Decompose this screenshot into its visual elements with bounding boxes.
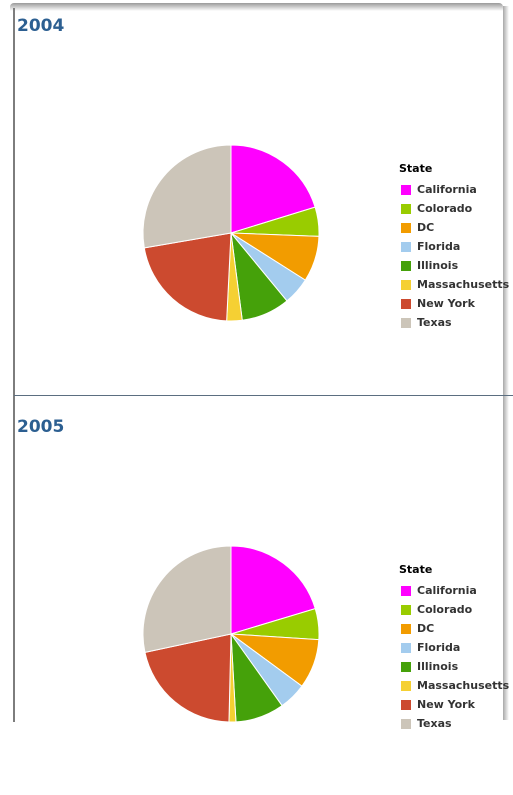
legend-item: Texas	[399, 313, 509, 332]
legend-label: DC	[417, 221, 435, 234]
chart-title: 2005	[17, 417, 65, 437]
pie-slice-new-york	[143, 232, 232, 322]
legend-label: Texas	[417, 316, 452, 329]
page-shadow-right	[503, 6, 509, 720]
legend-item: Colorado	[399, 199, 509, 218]
legend-label: Massachusetts	[417, 278, 510, 291]
legend-label: Illinois	[417, 660, 459, 673]
legend-label: California	[417, 183, 477, 196]
legend-swatch	[401, 699, 411, 710]
legend-swatch	[401, 623, 411, 634]
legend-label: California	[417, 584, 477, 597]
legend-swatch	[401, 222, 411, 233]
legend-swatch	[401, 642, 411, 653]
legend-swatch	[401, 317, 411, 328]
pie-slice-california	[230, 545, 316, 635]
legend-item: Illinois	[399, 657, 509, 676]
legend-swatch	[401, 203, 411, 214]
report-frame: 2004 State California Colorado DC Florida Il…	[10, 3, 513, 730]
legend-item: Colorado	[399, 600, 509, 619]
legend-label: New York	[417, 698, 475, 711]
legend-title: State	[399, 162, 433, 175]
legend-swatch	[401, 585, 411, 596]
chart-legend: State California Colorado DC Florida Illinoi…	[399, 160, 509, 332]
legend-swatch	[401, 298, 411, 309]
legend-swatch	[401, 260, 411, 271]
legend-label: Florida	[417, 240, 461, 253]
legend-label: Massachusetts	[417, 679, 510, 692]
legend-swatch	[401, 241, 411, 252]
legend-item: DC	[399, 619, 509, 638]
chart-legend: State California Colorado DC Florida Illinoi…	[399, 561, 509, 733]
legend-item: DC	[399, 218, 509, 237]
legend-swatch	[401, 184, 411, 195]
pie-slice-new-york	[144, 633, 232, 723]
legend-item: Illinois	[399, 256, 509, 275]
pie-slice-california	[230, 144, 316, 234]
page-left-border	[13, 8, 15, 722]
pie-chart	[142, 545, 320, 723]
legend-label: DC	[417, 622, 435, 635]
chart-title: 2004	[17, 16, 65, 36]
legend-item: New York	[399, 695, 509, 714]
legend-item: Florida	[399, 638, 509, 657]
legend-item: California	[399, 581, 509, 600]
pie-slice-texas	[142, 144, 232, 249]
legend-swatch	[401, 661, 411, 672]
legend-swatch	[401, 279, 411, 290]
legend-label: New York	[417, 297, 475, 310]
chart-panel-2004: 2004 State California Colorado DC Florida Il…	[15, 9, 509, 394]
legend-label: Florida	[417, 641, 461, 654]
legend-title: State	[399, 563, 433, 576]
legend-swatch	[401, 680, 411, 691]
legend-label: Illinois	[417, 259, 459, 272]
legend-label: Colorado	[417, 603, 473, 616]
legend-item: California	[399, 180, 509, 199]
legend-label: Colorado	[417, 202, 473, 215]
legend-item: Massachusetts	[399, 676, 509, 695]
legend-swatch	[401, 604, 411, 615]
chart-panel-2005: 2005 State California Colorado DC Florida Il…	[15, 410, 509, 795]
legend-item: Florida	[399, 237, 509, 256]
legend-item: Massachusetts	[399, 275, 509, 294]
legend-item: New York	[399, 294, 509, 313]
chart-divider	[14, 395, 513, 396]
pie-slice-texas	[142, 545, 232, 653]
page-shadow-top	[10, 3, 503, 11]
pie-chart	[142, 144, 320, 322]
